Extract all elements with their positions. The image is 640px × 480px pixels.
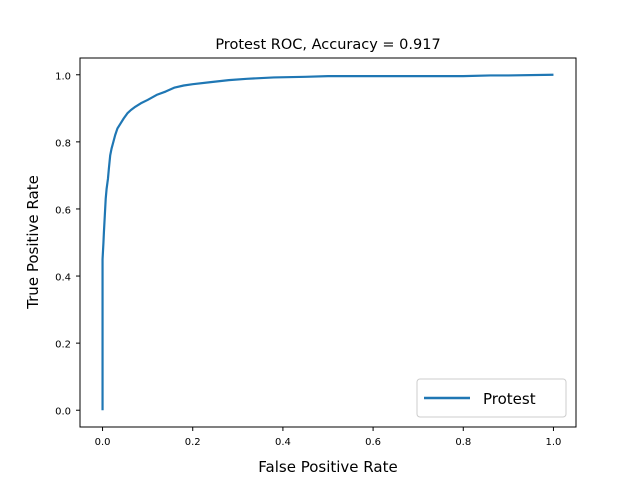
y-tick-label: 1.0 [55,71,71,82]
x-tick-label: 1.0 [546,437,562,448]
legend: Protest [416,378,567,418]
y-axis-title: True Positive Rate [24,175,42,310]
x-axis: 0.0 0.2 0.4 0.6 0.8 1.0 [95,427,562,448]
y-axis: 0.0 0.2 0.4 0.6 0.8 1.0 [55,71,80,418]
y-tick-label: 0.0 [55,407,71,418]
y-tick-label: 0.4 [55,273,71,284]
plot-area [101,73,554,411]
chart-title: Protest ROC, Accuracy = 0.917 [215,37,440,53]
legend-label-protest: Protest [483,390,536,408]
x-tick-label: 0.8 [455,437,471,448]
legend-box [416,378,567,418]
x-axis-title: False Positive Rate [258,458,397,476]
axes-frame [79,57,577,428]
x-tick-label: 0.0 [95,437,111,448]
series-line-protest [101,73,554,411]
x-tick-label: 0.6 [365,437,381,448]
x-tick-label: 0.4 [275,437,291,448]
x-tick-label: 0.2 [185,437,201,448]
y-tick-label: 0.8 [55,138,71,149]
y-tick-label: 0.6 [55,205,71,216]
y-tick-label: 0.2 [55,340,71,351]
